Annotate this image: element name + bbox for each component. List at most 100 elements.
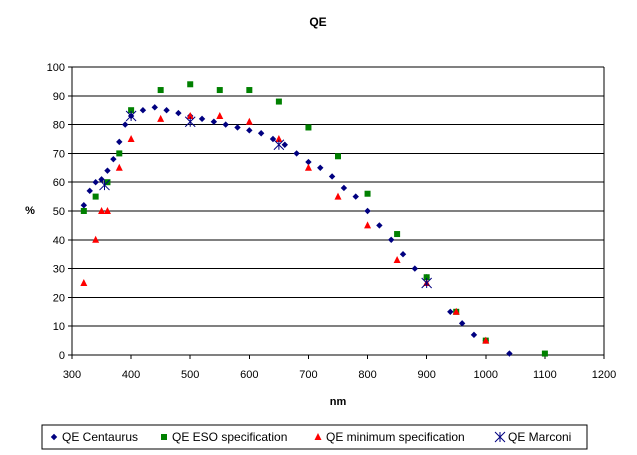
point-qe-centaurus (198, 115, 206, 123)
point-qe-eso-specification (423, 274, 430, 281)
series-qe-eso-specification (80, 81, 548, 357)
y-tick-label: 90 (53, 91, 65, 103)
point-qe-centaurus (470, 331, 478, 339)
point-qe-minimum-specification (103, 207, 111, 214)
point-qe-eso-specification (187, 81, 194, 88)
point-qe-minimum-specification (92, 235, 100, 243)
point-qe-minimum-specification (245, 117, 253, 125)
point-qe-centaurus (92, 179, 99, 186)
point-qe-minimum-specification (127, 135, 135, 142)
point-qe-minimum-specification (334, 192, 342, 200)
point-qe-centaurus (506, 350, 513, 357)
y-tick-label: 30 (53, 264, 65, 276)
series-qe-centaurus (80, 104, 513, 357)
point-qe-minimum-specification (157, 114, 165, 122)
point-qe-minimum-specification (275, 135, 283, 142)
point-qe-eso-specification (116, 150, 123, 157)
x-tick-label: 1200 (592, 369, 616, 381)
tick-labels: 0 10 20 30 40 50 60 70 80 90 100 300 400 500 600 700 800… (47, 62, 617, 381)
legend-label-qe-minimum-specification: QE minimum specification (326, 430, 465, 444)
x-axis-label: nm (330, 396, 347, 408)
point-qe-minimum-specification (482, 336, 490, 344)
chart-title: QE (309, 15, 326, 29)
point-qe-centaurus (222, 121, 229, 128)
y-tick-label: 80 (53, 120, 65, 132)
point-qe-eso-specification (92, 193, 99, 200)
point-qe-centaurus (293, 150, 300, 157)
point-qe-centaurus (364, 207, 371, 215)
point-qe-centaurus (328, 173, 336, 180)
point-qe-centaurus (80, 202, 88, 209)
data-points (80, 81, 548, 357)
x-tick-label: 500 (181, 369, 199, 381)
point-qe-centaurus (388, 236, 395, 243)
y-tick-label: 50 (53, 206, 65, 218)
point-qe-centaurus (122, 121, 129, 128)
point-qe-centaurus (163, 107, 170, 114)
point-qe-eso-specification (246, 87, 253, 94)
point-qe-minimum-specification (304, 163, 312, 171)
x-tick-label: 1000 (474, 369, 498, 381)
point-qe-minimum-specification (186, 111, 194, 119)
legend: QE Centaurus QE ESO specification QE minim… (50, 430, 571, 444)
legend-marker-qe-eso-specification (161, 434, 167, 440)
point-qe-centaurus (281, 141, 288, 148)
point-qe-eso-specification (335, 153, 341, 160)
point-qe-eso-specification (216, 87, 223, 94)
y-axis-label: % (25, 205, 35, 217)
point-qe-centaurus (86, 187, 93, 195)
point-qe-eso-specification (305, 124, 312, 131)
y-tick-label: 0 (59, 350, 65, 362)
point-qe-centaurus (411, 265, 419, 272)
point-qe-eso-specification (275, 98, 282, 105)
legend-marker-qe-minimum-specification (314, 433, 322, 440)
point-qe-centaurus (399, 251, 407, 258)
point-qe-minimum-specification (216, 111, 224, 119)
legend-marker-qe-centaurus (50, 433, 58, 441)
point-qe-minimum-specification (115, 163, 123, 171)
point-qe-centaurus (376, 222, 383, 229)
point-qe-marconi (273, 139, 285, 151)
point-qe-marconi (125, 110, 137, 122)
y-tick-label: 100 (47, 62, 65, 74)
point-qe-centaurus (340, 184, 348, 192)
point-qe-minimum-specification (80, 279, 88, 286)
y-tick-label: 10 (53, 321, 65, 333)
legend-label-qe-marconi: QE Marconi (508, 430, 571, 444)
x-tick-label: 600 (240, 369, 258, 381)
point-qe-marconi (421, 277, 433, 289)
y-tick-label: 70 (53, 148, 65, 160)
point-qe-centaurus (110, 155, 117, 163)
point-qe-marconi (184, 116, 196, 128)
point-qe-centaurus (317, 164, 324, 171)
grid-layer (72, 66, 604, 356)
x-tick-label: 1100 (533, 369, 557, 381)
point-qe-eso-specification (364, 190, 371, 197)
y-tick-label: 60 (53, 177, 65, 189)
point-qe-minimum-specification (98, 207, 106, 214)
point-qe-centaurus (210, 118, 218, 125)
point-qe-centaurus (139, 107, 147, 114)
x-tick-label: 700 (299, 369, 317, 381)
x-tick-label: 800 (358, 369, 376, 381)
point-qe-eso-specification (541, 350, 548, 357)
point-qe-centaurus (447, 308, 454, 315)
series-qe-marconi (99, 110, 433, 289)
point-qe-centaurus (458, 320, 466, 327)
point-qe-centaurus (234, 124, 241, 131)
point-qe-minimum-specification (393, 255, 401, 263)
point-qe-marconi (99, 179, 110, 191)
point-qe-eso-specification (157, 87, 164, 94)
point-qe-centaurus (151, 104, 158, 111)
point-qe-centaurus (257, 130, 265, 137)
point-qe-centaurus (352, 193, 359, 200)
axis-layer (68, 66, 605, 359)
legend-label-qe-eso-specification: QE ESO specification (172, 430, 287, 444)
legend-marker-qe-marconi (494, 431, 506, 443)
legend-box (41, 424, 588, 450)
point-qe-eso-specification (394, 231, 401, 238)
point-qe-eso-specification (80, 208, 87, 214)
x-tick-label: 300 (63, 369, 81, 381)
point-qe-centaurus (175, 109, 182, 117)
point-qe-minimum-specification (364, 221, 372, 229)
